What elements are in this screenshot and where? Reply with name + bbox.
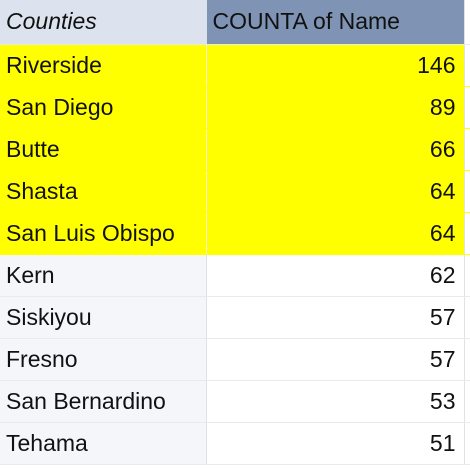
county-name-cell[interactable]: Butte [0,128,207,171]
empty-cell[interactable] [464,86,470,129]
table-row: Shasta 64 [0,170,470,213]
table-row: San Bernardino 53 [0,380,470,423]
count-cell[interactable]: 53 [206,380,465,423]
county-name-cell[interactable]: San Luis Obispo [0,212,207,255]
county-name-cell[interactable]: Shasta [0,170,207,213]
value-header-cell[interactable]: COUNTA of Name [206,0,465,45]
table-row: San Luis Obispo 64 [0,212,470,255]
county-name-cell[interactable]: Fresno [0,338,207,381]
county-name-cell[interactable]: Siskiyou [0,296,207,339]
empty-cell[interactable] [464,380,470,423]
table-row: Kern 62 [0,254,470,297]
empty-cell[interactable] [464,338,470,381]
empty-cell[interactable] [464,0,470,45]
table-row: Butte 66 [0,128,470,171]
row-header-cell[interactable]: Counties [0,0,207,45]
empty-cell[interactable] [464,254,470,297]
county-name-cell[interactable]: Riverside [0,44,207,87]
count-cell[interactable]: 89 [206,86,465,129]
county-name-cell[interactable]: Tehama [0,422,207,465]
empty-cell[interactable] [464,296,470,339]
count-cell[interactable]: 57 [206,338,465,381]
pivot-header-row: Counties COUNTA of Name [0,0,470,45]
table-row: Siskiyou 57 [0,296,470,339]
table-row: San Diego 89 [0,86,470,129]
count-cell[interactable]: 66 [206,128,465,171]
empty-cell[interactable] [464,44,470,87]
table-row: Fresno 57 [0,338,470,381]
count-cell[interactable]: 64 [206,212,465,255]
empty-cell[interactable] [464,212,470,255]
county-name-cell[interactable]: San Bernardino [0,380,207,423]
empty-cell[interactable] [464,170,470,213]
empty-cell[interactable] [464,128,470,171]
count-cell[interactable]: 64 [206,170,465,213]
count-cell[interactable]: 51 [206,422,465,465]
county-name-cell[interactable]: Kern [0,254,207,297]
count-cell[interactable]: 146 [206,44,465,87]
count-cell[interactable]: 62 [206,254,465,297]
table-row: Riverside 146 [0,44,470,87]
table-row: Tehama 51 [0,422,470,465]
count-cell[interactable]: 57 [206,296,465,339]
empty-cell[interactable] [464,422,470,465]
county-name-cell[interactable]: San Diego [0,86,207,129]
